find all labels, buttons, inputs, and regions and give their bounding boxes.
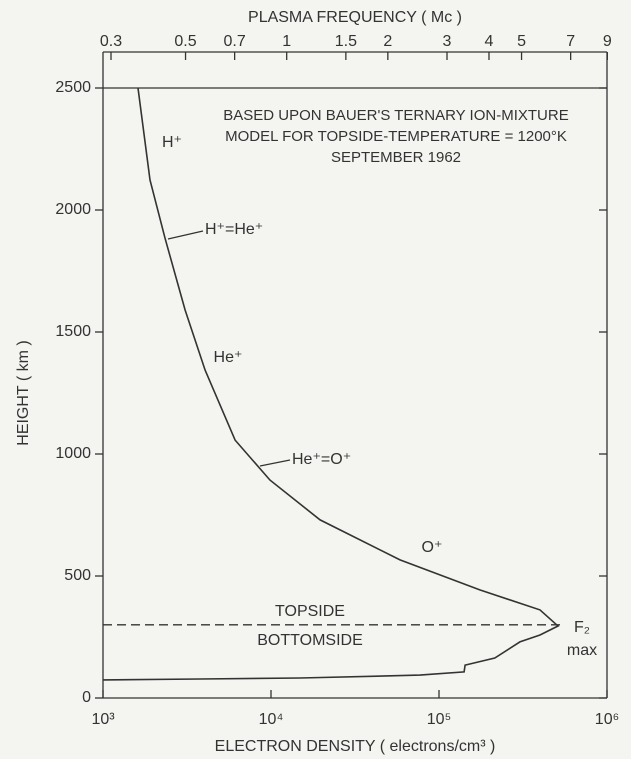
x2-tick-label: 1.5: [335, 33, 357, 50]
annotation-arrow: [167, 230, 204, 240]
annotation: F₂: [574, 619, 590, 636]
x2-axis-label: PLASMA FREQUENCY ( Mc ): [248, 9, 462, 26]
x2-tick-label: 1: [282, 33, 291, 50]
annotation: BOTTOMSIDE: [257, 632, 363, 649]
annotation: H⁺=He⁺: [205, 221, 263, 238]
x2-tick-label: 5: [517, 33, 526, 50]
x2-tick-label: 4: [485, 33, 494, 50]
y-axis-label: HEIGHT ( km ): [15, 340, 32, 445]
x2-tick-label: 7: [566, 33, 575, 50]
annotation: He⁺=O⁺: [292, 451, 351, 468]
y-tick-label: 0: [82, 689, 91, 706]
y-tick-label: 1500: [55, 323, 91, 340]
title-line: SEPTEMBER 1962: [331, 149, 461, 166]
x-tick-label: 10⁵: [427, 711, 451, 728]
annotation: H⁺: [162, 134, 182, 151]
annotation-arrow: [259, 459, 291, 467]
frame: [102, 51, 608, 699]
x-axis-label: ELECTRON DENSITY ( electrons/cm³ ): [215, 738, 496, 755]
y-tick-label: 1000: [55, 445, 91, 462]
x2-tick-label: 2: [383, 33, 392, 50]
y-tick-label: 2500: [55, 79, 91, 96]
profile-line: [102, 87, 560, 681]
x2-tick-label: 0.7: [224, 33, 246, 50]
annotation: He⁺: [214, 349, 243, 366]
x2-tick-label: 0.5: [174, 33, 196, 50]
y-tick-label: 500: [64, 567, 91, 584]
annotation: O⁺: [422, 539, 443, 556]
x2-tick-label: 9: [603, 33, 612, 50]
x2-tick-label: 3: [443, 33, 452, 50]
title-line: BASED UPON BAUER'S TERNARY ION-MIXTURE: [223, 107, 568, 124]
y-tick-label: 2000: [55, 201, 91, 218]
annotation: max: [567, 642, 597, 659]
annotation: TOPSIDE: [275, 603, 345, 620]
x-tick-label: 10³: [91, 711, 115, 728]
title-line: MODEL FOR TOPSIDE-TEMPERATURE = 1200°K: [225, 128, 567, 145]
x2-tick-label: 0.3: [100, 33, 122, 50]
x-tick-label: 10⁶: [595, 711, 619, 728]
x-tick-label: 10⁴: [259, 711, 284, 728]
